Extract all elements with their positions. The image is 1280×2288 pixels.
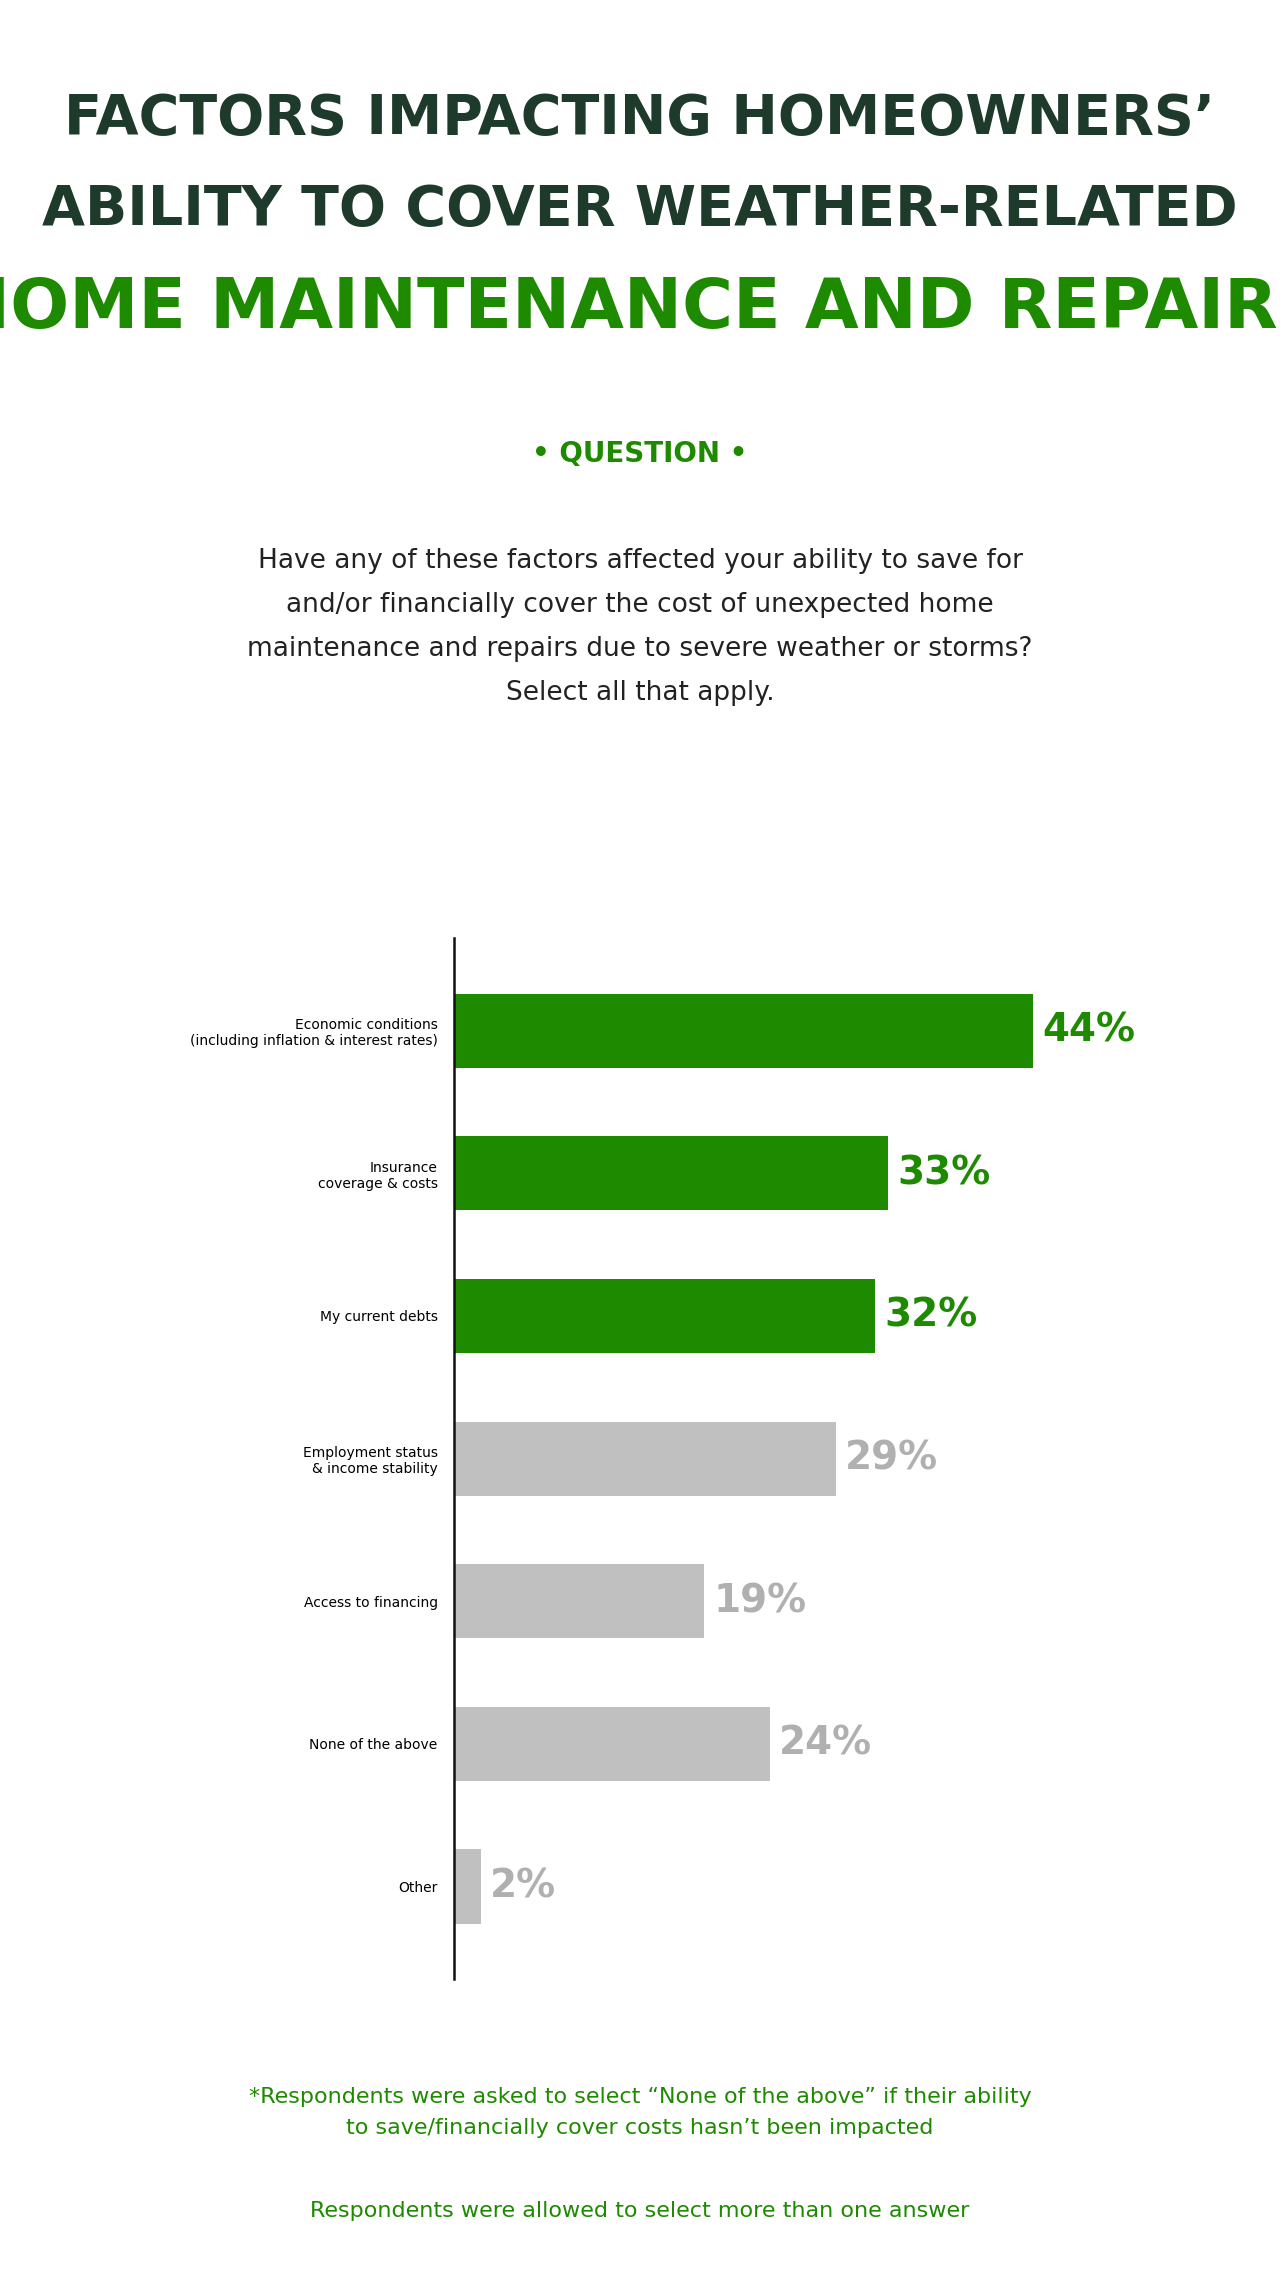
Text: FACTORS IMPACTING HOMEOWNERS’: FACTORS IMPACTING HOMEOWNERS’ — [64, 92, 1216, 146]
Text: *Respondents were asked to select “None of the above” if their ability
to save/f: *Respondents were asked to select “None … — [248, 2087, 1032, 2137]
Bar — [454, 1421, 836, 1496]
Bar — [454, 1707, 769, 1780]
Bar — [454, 1137, 888, 1210]
Text: 33%: 33% — [897, 1155, 991, 1192]
Bar — [454, 1279, 876, 1352]
Bar — [454, 1565, 704, 1638]
Text: • QUESTION •: • QUESTION • — [532, 439, 748, 467]
Text: 29%: 29% — [845, 1439, 938, 1478]
Text: HOME MAINTENANCE AND REPAIRS: HOME MAINTENANCE AND REPAIRS — [0, 275, 1280, 341]
Text: 24%: 24% — [780, 1725, 872, 1762]
Bar — [454, 993, 1033, 1068]
Text: Respondents were allowed to select more than one answer: Respondents were allowed to select more … — [310, 2201, 970, 2222]
Text: ABILITY TO COVER WEATHER-RELATED: ABILITY TO COVER WEATHER-RELATED — [42, 183, 1238, 238]
Bar — [454, 1849, 481, 1924]
Text: 19%: 19% — [713, 1583, 806, 1620]
Text: 32%: 32% — [884, 1297, 978, 1334]
Text: 2%: 2% — [490, 1867, 556, 1906]
Text: 44%: 44% — [1042, 1011, 1135, 1050]
Text: Have any of these factors affected your ability to save for
and/or financially c: Have any of these factors affected your … — [247, 549, 1033, 707]
